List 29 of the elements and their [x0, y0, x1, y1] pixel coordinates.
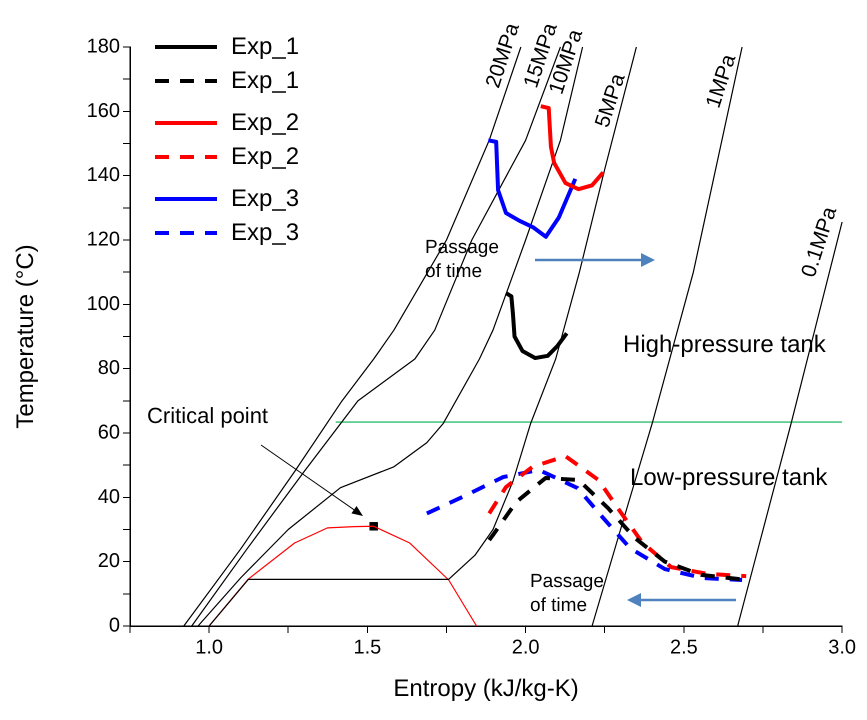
annotation: 0.1MPa: [796, 204, 842, 280]
annotation: 5MPa: [590, 70, 630, 130]
y-tick-label: 40: [98, 486, 120, 508]
x-tick-label: 2.5: [670, 636, 698, 659]
y-tick-label: 180: [86, 36, 120, 58]
y-tick-label: 0: [108, 614, 120, 637]
annotation: Critical point: [147, 402, 270, 430]
y-tick-label: 140: [86, 164, 120, 186]
legend-label: Exp_2: [231, 143, 300, 171]
y-tick-label: 80: [98, 357, 120, 380]
annotation: 1MPa: [702, 51, 740, 111]
y-tick-label: 160: [86, 100, 120, 122]
legend-label: Exp_3: [231, 185, 300, 213]
legend-label: Exp_3: [231, 219, 300, 247]
legend-label: Exp_1: [231, 33, 300, 61]
annotation: Passage of time: [530, 570, 605, 618]
legend-label: Exp_2: [231, 109, 300, 137]
x-tick-label: 3.0: [828, 636, 856, 659]
y-tick-label: 100: [86, 292, 120, 315]
y-tick-label: 20: [98, 550, 120, 572]
y-tick-label: 60: [98, 422, 120, 444]
annotation: 20MPa: [481, 20, 524, 91]
x-tick-label: 1.5: [353, 636, 382, 659]
x-axis-title: Entropy (kJ/kg-K): [393, 675, 579, 702]
x-tick-label: 2.0: [512, 636, 540, 659]
y-tick-label: 120: [86, 228, 120, 251]
x-tick-label: 1.0: [195, 636, 224, 659]
legend-label: Exp_1: [231, 67, 300, 95]
y-axis-title: Temperature (°C): [12, 244, 40, 429]
